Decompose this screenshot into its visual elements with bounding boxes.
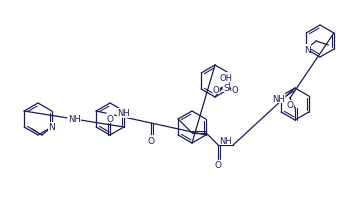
Text: NH: NH bbox=[117, 109, 130, 118]
Text: NH: NH bbox=[67, 114, 80, 123]
Text: S: S bbox=[223, 83, 229, 92]
Text: O: O bbox=[215, 161, 222, 170]
Text: N: N bbox=[49, 123, 55, 132]
Text: OH: OH bbox=[219, 73, 233, 82]
Text: N: N bbox=[304, 45, 311, 54]
Text: NH: NH bbox=[219, 136, 232, 145]
Text: O: O bbox=[232, 85, 238, 94]
Text: O: O bbox=[106, 114, 114, 123]
Text: O: O bbox=[147, 136, 154, 145]
Text: NH: NH bbox=[272, 94, 285, 103]
Text: O: O bbox=[286, 101, 294, 110]
Text: O: O bbox=[213, 85, 219, 94]
